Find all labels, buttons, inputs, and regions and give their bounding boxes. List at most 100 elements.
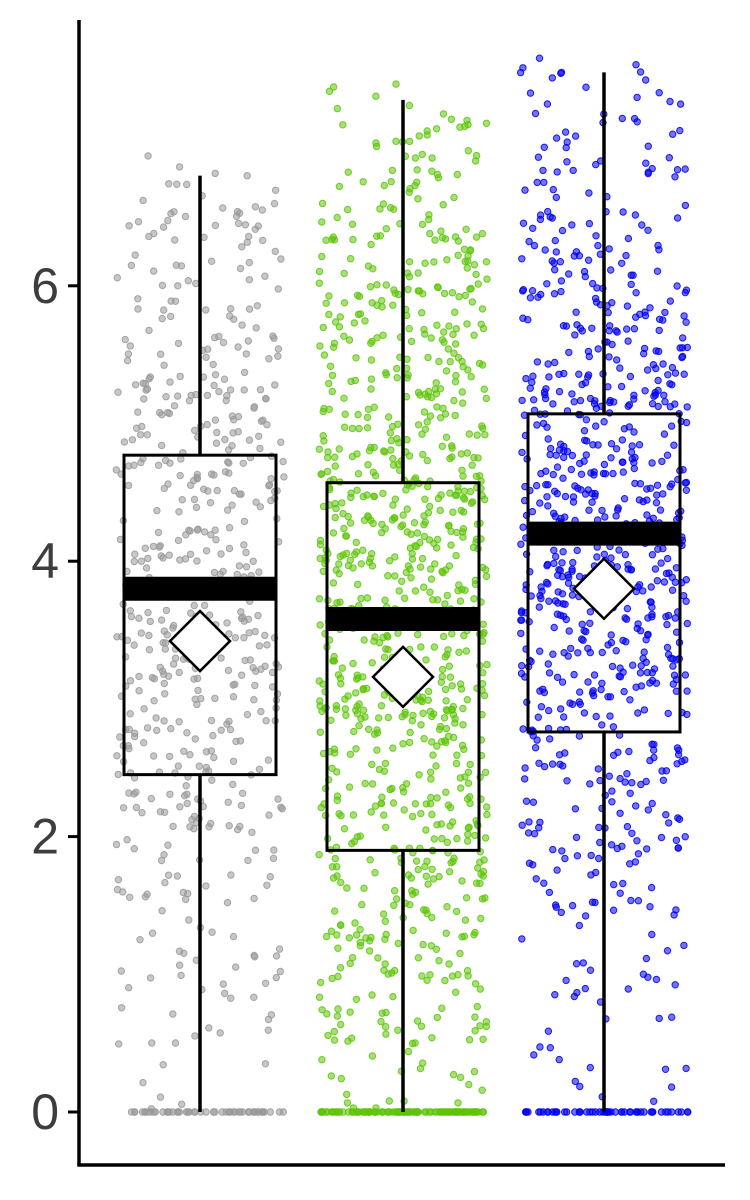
data-point xyxy=(251,203,260,211)
data-point xyxy=(337,1074,345,1083)
data-point xyxy=(265,481,274,489)
data-point xyxy=(137,557,146,565)
data-point xyxy=(633,837,641,845)
data-point xyxy=(466,246,475,254)
data-point xyxy=(458,877,466,885)
data-point xyxy=(413,1108,421,1116)
data-point xyxy=(543,100,552,108)
data-point xyxy=(154,528,163,537)
data-point xyxy=(517,540,525,548)
data-point xyxy=(348,953,357,962)
data-point xyxy=(628,829,636,837)
data-point xyxy=(443,838,451,846)
data-point xyxy=(622,251,630,260)
data-point xyxy=(336,313,344,321)
data-point xyxy=(595,823,603,832)
data-point xyxy=(211,1108,219,1116)
data-point xyxy=(176,471,184,480)
data-point xyxy=(395,587,403,595)
data-point xyxy=(561,854,569,863)
data-point xyxy=(315,267,324,276)
data-point xyxy=(600,460,609,469)
data-point xyxy=(346,1008,354,1016)
data-point xyxy=(264,756,273,764)
data-point xyxy=(573,852,582,860)
data-point xyxy=(264,1026,272,1034)
data-point xyxy=(167,297,175,305)
data-point xyxy=(581,984,589,993)
data-point xyxy=(426,502,434,511)
data-point xyxy=(274,285,282,293)
data-point xyxy=(250,404,258,412)
data-point xyxy=(601,513,609,521)
data-point xyxy=(547,444,555,453)
data-point xyxy=(330,339,339,347)
data-point xyxy=(348,424,357,433)
data-point xyxy=(137,629,146,637)
data-point xyxy=(160,679,169,688)
data-point xyxy=(464,366,472,374)
data-point xyxy=(331,854,339,863)
data-point xyxy=(535,824,543,832)
data-point xyxy=(162,606,171,615)
data-point xyxy=(549,650,557,658)
data-point xyxy=(378,303,386,311)
data-point xyxy=(607,454,615,462)
data-point xyxy=(149,542,158,551)
data-point xyxy=(627,280,635,289)
data-point xyxy=(630,325,639,333)
data-point xyxy=(648,610,656,619)
data-point xyxy=(405,738,414,747)
data-point xyxy=(429,875,438,883)
data-point xyxy=(394,939,402,948)
data-point xyxy=(483,803,491,811)
data-point xyxy=(613,844,621,853)
data-point xyxy=(348,452,357,461)
data-point xyxy=(177,455,185,463)
data-point xyxy=(380,447,388,455)
data-point xyxy=(608,798,616,806)
data-point xyxy=(578,620,586,628)
data-point xyxy=(275,1108,284,1116)
data-point xyxy=(534,153,543,161)
data-point xyxy=(225,544,234,553)
data-point xyxy=(584,678,592,686)
data-point xyxy=(418,150,426,159)
data-point xyxy=(649,514,657,522)
data-point xyxy=(379,633,387,642)
data-point xyxy=(585,219,594,228)
data-point xyxy=(588,498,596,506)
data-point xyxy=(465,793,474,801)
data-point xyxy=(159,554,167,562)
data-point xyxy=(642,954,651,963)
data-point xyxy=(668,1108,676,1116)
data-point xyxy=(232,737,240,746)
data-point xyxy=(575,732,584,740)
data-point xyxy=(614,748,622,756)
data-point xyxy=(414,195,422,203)
data-point xyxy=(403,269,412,277)
data-point xyxy=(446,673,455,681)
data-point xyxy=(242,350,251,358)
data-point xyxy=(455,293,463,301)
data-point xyxy=(166,378,174,386)
data-point xyxy=(530,241,539,250)
data-point xyxy=(240,541,248,549)
data-point xyxy=(164,1108,172,1116)
data-point xyxy=(411,800,420,808)
data-point xyxy=(350,319,358,327)
data-point xyxy=(542,467,550,475)
data-point xyxy=(333,863,341,871)
data-point xyxy=(633,118,641,126)
data-point xyxy=(576,1082,584,1091)
data-point xyxy=(557,277,566,285)
data-point xyxy=(255,568,263,576)
data-point xyxy=(597,685,605,694)
data-point xyxy=(225,822,233,830)
data-point xyxy=(280,473,288,481)
data-point xyxy=(191,735,200,743)
data-point xyxy=(459,494,468,502)
data-point xyxy=(353,486,361,494)
data-point xyxy=(565,627,573,635)
data-point xyxy=(114,876,123,884)
